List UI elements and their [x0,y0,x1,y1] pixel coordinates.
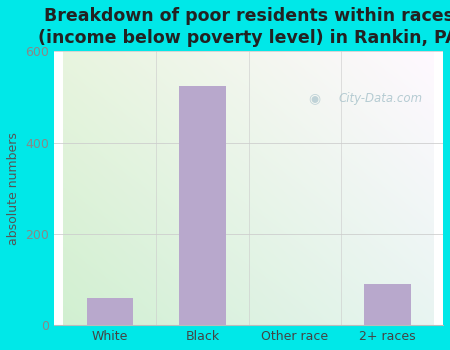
Y-axis label: absolute numbers: absolute numbers [7,132,20,245]
Text: ◉: ◉ [309,91,321,105]
Bar [87,298,133,325]
Text: City-Data.com: City-Data.com [338,91,422,105]
Title: Breakdown of poor residents within races
(income below poverty level) in Rankin,: Breakdown of poor residents within races… [38,7,450,47]
Bar [364,284,411,325]
Bar [179,86,225,325]
